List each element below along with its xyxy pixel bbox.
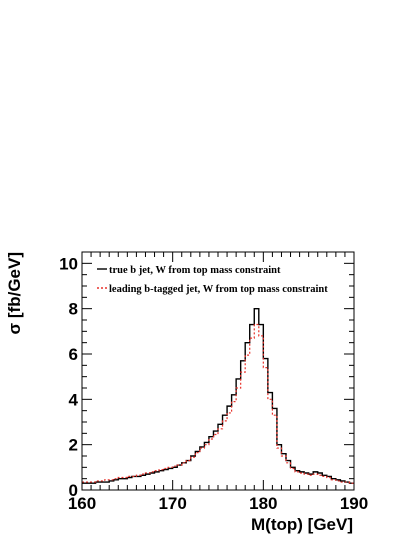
y-tick-label: 8	[69, 300, 78, 319]
series-group	[82, 307, 354, 484]
series-line-1	[82, 307, 354, 484]
y-tick-label: 2	[69, 436, 78, 455]
series-line-2	[82, 323, 354, 484]
y-tick-label: 10	[59, 254, 78, 273]
x-tick-label: 170	[158, 494, 186, 513]
legend: true b jet, W from top mass constraint le…	[97, 265, 328, 295]
x-axis-label: M(top) [GeV]	[251, 515, 353, 534]
axis-ticks: 160 170 180 190 0 2 4 6 8 10	[59, 252, 368, 513]
legend-label-1: true b jet, W from top mass constraint	[109, 265, 281, 276]
legend-label-2: leading b-tagged jet, W from top mass co…	[109, 284, 328, 295]
y-tick-label: 0	[69, 481, 78, 500]
y-tick-label: 6	[69, 345, 78, 364]
x-tick-label: 160	[68, 494, 96, 513]
plot-frame	[81, 251, 355, 491]
y-tick-label: 4	[69, 390, 79, 409]
x-tick-label: 190	[340, 494, 368, 513]
x-tick-label: 180	[249, 494, 277, 513]
y-axis-label: σ [fb/GeV]	[5, 252, 24, 334]
